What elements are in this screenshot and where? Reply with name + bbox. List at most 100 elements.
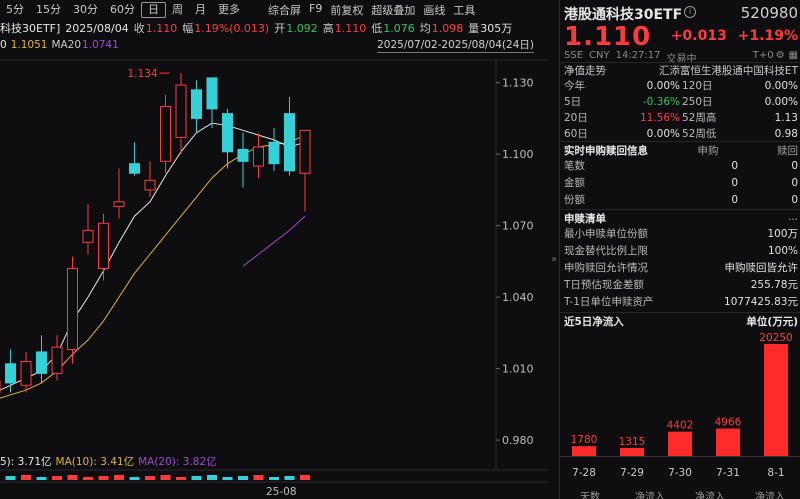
- ma20-value: 1.0741: [82, 39, 119, 51]
- gear-icon[interactable]: ⚙: [775, 50, 785, 61]
- separator: [560, 141, 800, 142]
- volume-bar: [145, 476, 155, 480]
- ma5-tail: 0: [0, 39, 7, 51]
- perf-value: -0.36%: [642, 96, 680, 108]
- separator: [560, 209, 800, 210]
- candle-body: [36, 351, 47, 374]
- item-value: 100%: [767, 245, 798, 257]
- perf-row: 20日 11.56% 52周高 1.13: [564, 110, 798, 126]
- item-value: 255.78元: [750, 279, 798, 291]
- candle-body: [98, 222, 109, 270]
- time: 14:27:17: [615, 50, 661, 61]
- period-tab-month[interactable]: 月: [195, 3, 206, 16]
- volume-bar: [21, 475, 31, 480]
- period-tab-5min[interactable]: 5分: [6, 3, 24, 16]
- vol5-value: 5): 3.71亿: [0, 456, 52, 468]
- period-tab-week[interactable]: 周: [172, 3, 183, 16]
- fund-title: 港股通科技30ETF: [564, 7, 683, 23]
- period-tab-15min[interactable]: 15分: [36, 3, 61, 16]
- amp-label: 幅: [182, 22, 194, 35]
- volume-bar: [238, 476, 248, 480]
- tool-tools[interactable]: 工具: [453, 4, 476, 17]
- volume-bar: [222, 477, 233, 480]
- more-button[interactable]: ...: [787, 211, 798, 223]
- kline-chart-area[interactable]: 1.130 1.100 1.070 1.040 1.010 0.980 1.134 25-08…: [0, 0, 548, 499]
- footer-label: 净流入: [755, 492, 785, 499]
- fund-full-name: 汇添富恒生港股通中国科技ET: [658, 65, 798, 77]
- candle-body: [253, 146, 264, 167]
- net-inflow-title: 近5日净流入: [564, 316, 624, 328]
- y-tick-label: 1.130: [502, 77, 534, 90]
- candle-body: [51, 346, 63, 374]
- tool-draw-line[interactable]: 画线: [423, 4, 446, 17]
- quote-date: 2025/08/04: [65, 21, 129, 35]
- period-tab-60min[interactable]: 60分: [110, 3, 135, 16]
- tool-forward-adjust[interactable]: 前复权: [330, 4, 364, 17]
- inflow-value-label: 1315: [619, 436, 646, 448]
- high-label: 高: [322, 22, 334, 35]
- footer-label: 净流入: [635, 492, 665, 499]
- inflow-bar: [668, 431, 692, 456]
- redeem-value: 0: [791, 160, 798, 172]
- realtime-table: 笔数 0 0 金额 0 0 份额 0 0: [564, 158, 798, 209]
- tool-f9[interactable]: F9: [309, 2, 323, 15]
- volume-legend-bar: 5): 3.71亿 MA(10): 3.41亿 MA(20): 3.82亿: [0, 454, 548, 468]
- table-row: 金额 0 0: [564, 175, 798, 192]
- tool-overview[interactable]: 综合屏: [268, 4, 301, 17]
- inflow-date-label: 8-1: [767, 467, 784, 479]
- subscribe-value: 0: [731, 177, 738, 189]
- perf-period: 5日: [564, 96, 582, 108]
- nav-title: 净值走势: [564, 65, 606, 77]
- close-label: 收: [133, 22, 145, 35]
- trade-meta: SSE CNY 14:27:17 交易中 T+0 ⚙ ▦: [564, 50, 798, 65]
- info-icon[interactable]: i: [684, 6, 696, 18]
- candle-body: [5, 363, 16, 384]
- inflow-value-label: 4402: [667, 420, 694, 432]
- exchange: SSE: [564, 50, 584, 61]
- item-label: 最小申赎单位份额: [564, 228, 648, 240]
- perf-row: 60日 0.00% 52周低 0.98: [564, 126, 798, 142]
- candle-body: [113, 201, 125, 208]
- volume-bar: [114, 475, 124, 480]
- kline-chart[interactable]: 1.130 1.100 1.070 1.040 1.010 0.980 1.134 25-08: [0, 0, 548, 499]
- candle-body: [67, 268, 78, 351]
- date-range[interactable]: 2025/07/02-2025/08/04(24日): [377, 39, 534, 53]
- period-tab-day[interactable]: 日: [141, 2, 166, 18]
- grid-icon[interactable]: ▦: [788, 50, 798, 61]
- redeem-value: 0: [791, 194, 798, 206]
- candle-body: [175, 84, 187, 138]
- currency: CNY: [589, 50, 610, 61]
- y-tick-label: 1.100: [502, 148, 534, 161]
- subscribe-value: 0: [731, 160, 738, 172]
- candle-body: [222, 113, 233, 153]
- perf-period: 今年: [564, 80, 585, 92]
- avg-value: 1.098: [431, 21, 464, 35]
- vol-value: 305万: [480, 22, 513, 35]
- volume-bar: [36, 477, 47, 480]
- inflow-bar: [764, 344, 788, 456]
- subscribe-value: 0: [731, 194, 738, 206]
- fund-code: 520980: [740, 4, 798, 22]
- volume-bar: [300, 475, 310, 480]
- avg-label: 均: [419, 22, 431, 35]
- ma20-line: [242, 215, 306, 267]
- y-tick-label: 0.980: [502, 434, 534, 447]
- creation-list-header: 申赎清单 ...: [564, 211, 798, 226]
- list-item: 申购赎回允许情况 申购赎回皆允许: [564, 260, 798, 277]
- list-item: T-1日单位申赎资产 1077425.83元: [564, 294, 798, 311]
- volume-bar: [98, 476, 109, 480]
- nav-header[interactable]: 净值走势 汇添富恒生港股通中国科技ET: [564, 63, 798, 78]
- last-price: 1.110: [564, 22, 652, 52]
- perf-period: 20日: [564, 112, 588, 124]
- panel-collapse-handle[interactable]: »: [550, 254, 558, 265]
- period-tab-30min[interactable]: 30分: [73, 3, 98, 16]
- vol-label: 量: [468, 22, 480, 35]
- creation-list-title: 申赎清单: [564, 213, 606, 225]
- period-tab-more[interactable]: 更多: [218, 3, 240, 16]
- tool-super-overlay[interactable]: 超级叠加: [371, 4, 416, 17]
- volume-bar: [160, 475, 171, 480]
- x-tick-label: 25-08: [266, 486, 297, 498]
- max-price-label: 1.134: [128, 68, 158, 80]
- open-value: 1.092: [286, 21, 318, 35]
- y-tick-label: 1.070: [502, 220, 534, 233]
